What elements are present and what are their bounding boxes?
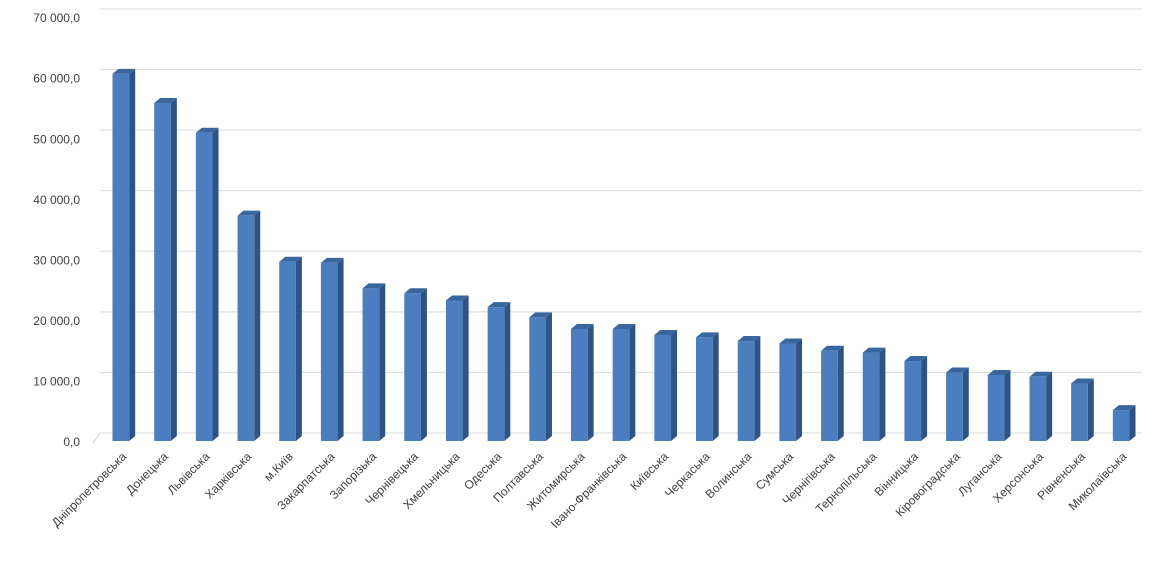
bar-top [320,257,344,263]
bar-side [1129,405,1136,441]
bar-side [921,356,928,441]
bar-side [504,302,511,441]
bar-top [237,210,261,216]
bar-side [837,345,844,441]
bar [737,341,755,441]
bar-side [587,323,594,441]
bar-top [821,345,844,351]
bar-side [1087,378,1094,441]
axis-line [92,432,101,444]
bar-top [612,323,636,329]
bar-side [1046,371,1053,441]
y-tick-label: 60 000,0 [33,72,80,86]
bar-side [754,336,761,441]
bar [237,215,255,441]
bar-top [1029,371,1053,377]
bar-side [629,323,636,441]
bar-top [779,338,803,344]
bar-top [946,367,969,373]
y-tick-label: 40 000,0 [33,193,80,207]
bar-top [862,347,886,353]
bar-top [696,332,719,338]
y-tick-label: 20 000,0 [33,314,80,328]
y-tick-label: 10 000,0 [33,375,80,389]
bar-side [879,347,886,441]
bar-side [170,98,177,442]
bar [696,337,713,441]
bar [112,73,130,442]
bar-top [487,302,511,308]
bar-side [212,127,219,441]
bar-side [796,338,803,441]
bar [362,288,380,441]
bar [154,103,171,442]
bar [946,372,963,441]
bar [445,300,463,441]
bar [654,335,672,441]
bar [779,343,797,441]
x-tick-label: Донецька [123,449,171,497]
bar-top [654,330,678,335]
bar [1112,410,1130,441]
bar-side [420,288,427,441]
bar-side [129,68,136,442]
y-tick-label: 0,0 [63,435,80,449]
bar-side [712,332,719,441]
bar [987,374,1005,441]
bar-top [529,312,552,318]
bar [821,350,838,441]
x-tick-label: Волинська [703,449,755,501]
bar [1071,383,1088,441]
bar [862,352,880,441]
bar [279,261,296,441]
bar-side [545,312,552,441]
bar-top [987,369,1011,375]
bar-top [279,256,302,262]
bar-top [904,356,928,362]
bar-side [671,330,678,441]
y-tick-label: 30 000,0 [33,253,80,267]
bar-side [462,295,469,441]
bar [529,317,546,441]
bar-side [337,257,344,441]
bar-top [154,98,177,104]
bar-top [570,323,594,329]
bar-top [112,68,136,74]
bar-top [445,295,469,301]
bar [404,293,421,441]
bar [612,328,630,441]
x-tick-label: м.Київ [261,449,296,484]
bar-top [362,283,386,289]
bar-side [254,210,261,441]
y-tick-label: 70 000,0 [33,11,80,25]
bar-top [195,127,219,133]
bar-side [1004,369,1011,441]
bar [904,361,922,441]
x-tick-label: Дніпропетровська [49,449,130,530]
bar-top [737,336,761,342]
bar-top [1071,378,1094,384]
bar [487,307,505,441]
bar [320,262,338,441]
bar [195,132,213,442]
bar-top [1112,405,1136,411]
bar [1029,376,1047,441]
x-tick-label: Івано-Франківська [548,449,630,531]
bar-top [404,288,427,294]
bar-side [962,367,969,441]
y-tick-label: 50 000,0 [33,132,80,146]
bar [570,328,588,441]
bar-side [295,256,302,441]
bar-side [379,283,386,441]
